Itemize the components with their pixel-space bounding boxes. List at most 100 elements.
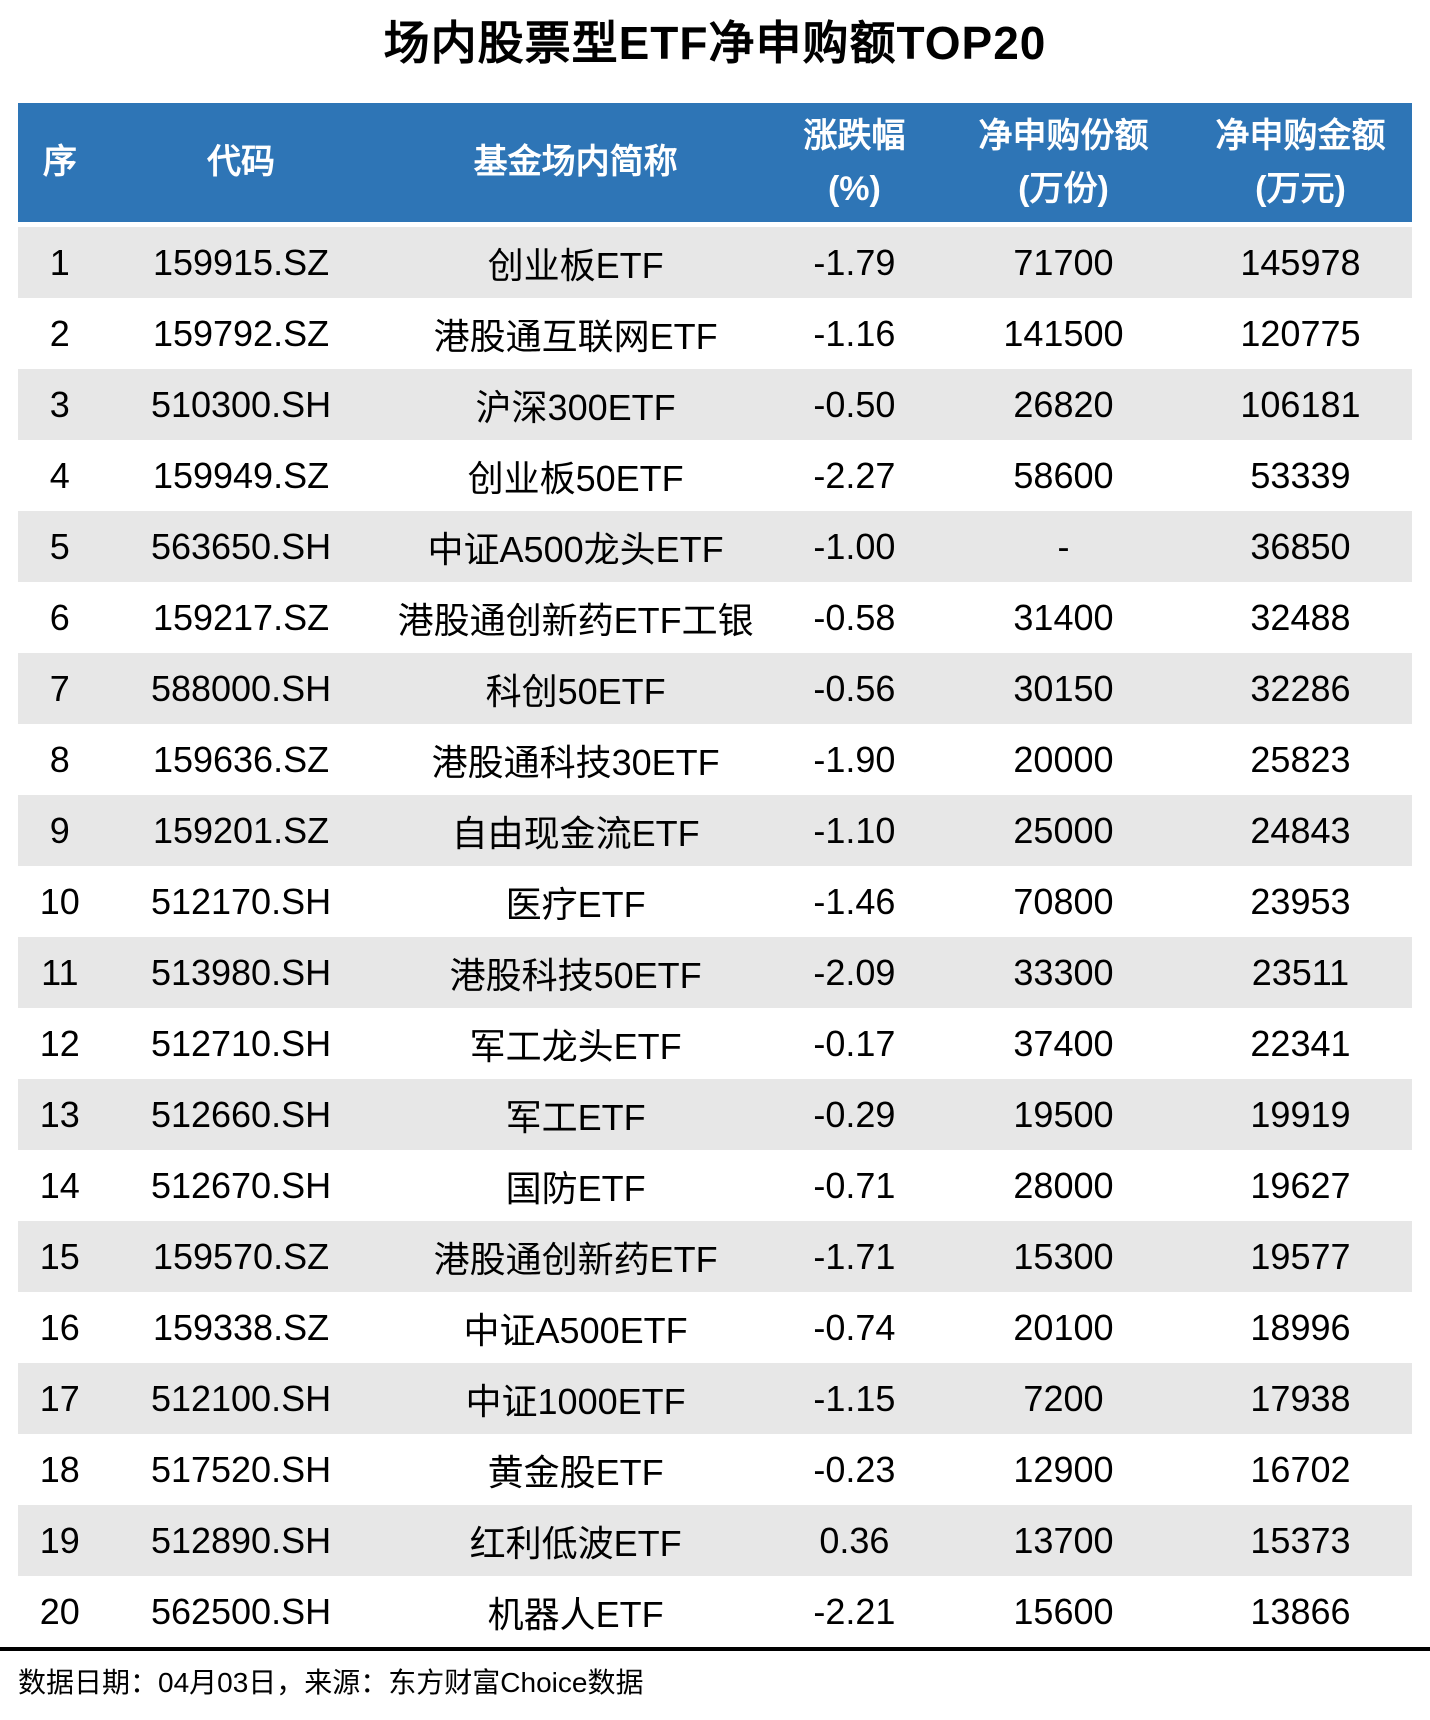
table-cell: 25000 [938,795,1189,866]
table-cell: 32286 [1188,653,1412,724]
table-cell: 12 [18,1008,102,1079]
table-row: 15 159570.SZ 港股通创新药ETF -1.71 15300 19577 [18,1221,1412,1292]
table-cell: 512670.SH [101,1150,381,1221]
etf-net-subscription-table: 序代码 基金场内简称 涨跌幅 (%) 净申购份额 (万份) 净申购金额 (万元) 1 15991… [18,103,1412,1647]
table-row: 1 159915.SZ 创业板ETF -1.79 71700 145978 [18,224,1412,298]
table-cell: 港股通科技30ETF [380,724,771,795]
table-cell: 23953 [1188,866,1412,937]
header-row: 序代码 基金场内简称 涨跌幅 (%) 净申购份额 (万份) 净申购金额 (万元) [18,103,1412,227]
table-cell: 8 [18,724,102,795]
table-cell: -1.00 [770,511,939,582]
table-cell: 9 [18,795,102,866]
table-cell: 26820 [938,369,1189,440]
table-cell: 22341 [1188,1008,1412,1079]
table-cell: 145978 [1188,224,1412,298]
table-cell: -0.17 [770,1008,939,1079]
table-cell: 513980.SH [101,937,381,1008]
table-cell: 159792.SZ [101,298,381,369]
table-cell: 159915.SZ [101,224,381,298]
table-cell: 13700 [938,1505,1189,1576]
table-cell: 563650.SH [101,511,381,582]
table-cell: 创业板50ETF [380,440,771,511]
table-cell: 5 [18,511,102,582]
table-cell: -1.15 [770,1363,939,1434]
table-cell: -1.90 [770,724,939,795]
table-cell: -0.58 [770,582,939,653]
table-cell: 创业板ETF [380,224,771,298]
table-row: 19 512890.SH 红利低波ETF 0.36 13700 15373 [18,1505,1412,1576]
column-header-4: 涨跌幅 (%) [770,103,939,227]
table-cell: -2.09 [770,937,939,1008]
table-cell: 港股通创新药ETF [380,1221,771,1292]
table-row: 20 562500.SH 机器人ETF -2.21 15600 13866 [18,1576,1412,1647]
table-cell: -0.50 [770,369,939,440]
table-cell: 159636.SZ [101,724,381,795]
table-cell: 国防ETF [380,1150,771,1221]
table-cell: 159217.SZ [101,582,381,653]
table-row: 9 159201.SZ 自由现金流ETF -1.10 25000 24843 [18,795,1412,866]
table-cell: 31400 [938,582,1189,653]
table-cell: 17 [18,1363,102,1434]
table-cell: 120775 [1188,298,1412,369]
table-cell: 港股通创新药ETF工银 [380,582,771,653]
table-cell: 159338.SZ [101,1292,381,1363]
table-cell: 军工龙头ETF [380,1008,771,1079]
table-cell: -1.10 [770,795,939,866]
table-cell: -1.16 [770,298,939,369]
table-cell: 159570.SZ [101,1221,381,1292]
table-row: 12 512710.SH 军工龙头ETF -0.17 37400 22341 [18,1008,1412,1079]
table-cell: 沪深300ETF [380,369,771,440]
table-cell: 58600 [938,440,1189,511]
table-cell: 20000 [938,724,1189,795]
table-cell: 24843 [1188,795,1412,866]
table-cell: -1.46 [770,866,939,937]
table-cell: -0.56 [770,653,939,724]
table-cell: 15 [18,1221,102,1292]
table-cell: 71700 [938,224,1189,298]
table-row: 4 159949.SZ 创业板50ETF -2.27 58600 53339 [18,440,1412,511]
table-row: 11 513980.SH 港股科技50ETF -2.09 33300 23511 [18,937,1412,1008]
table-cell: 17938 [1188,1363,1412,1434]
table-row: 16 159338.SZ 中证A500ETF -0.74 20100 18996 [18,1292,1412,1363]
table-row: 3 510300.SH 沪深300ETF -0.50 26820 106181 [18,369,1412,440]
table-cell: -2.21 [770,1576,939,1647]
table-cell: 562500.SH [101,1576,381,1647]
table-cell: 30150 [938,653,1189,724]
table-cell: 19 [18,1505,102,1576]
table-cell: 科创50ETF [380,653,771,724]
footer-divider [0,1647,1430,1651]
table-cell: 510300.SH [101,369,381,440]
table-cell: -0.71 [770,1150,939,1221]
table-cell: - [938,511,1189,582]
table-cell: 13 [18,1079,102,1150]
table-cell: 自由现金流ETF [380,795,771,866]
table-cell: 70800 [938,866,1189,937]
table-cell: 15600 [938,1576,1189,1647]
table-cell: 159201.SZ [101,795,381,866]
table-cell: 14 [18,1150,102,1221]
table-cell: 512890.SH [101,1505,381,1576]
table-row: 5 563650.SH 中证A500龙头ETF -1.00-36850 [18,511,1412,582]
column-header-3: 基金场内简称 [380,103,771,227]
data-source-note: 数据日期：04月03日，来源：东方财富Choice数据 [18,1667,644,1698]
table-row: 7 588000.SH 科创50ETF -0.56 30150 32286 [18,653,1412,724]
table-row: 18 517520.SH 黄金股ETF -0.23 12900 16702 [18,1434,1412,1505]
table-cell: 10 [18,866,102,937]
table-cell: 16702 [1188,1434,1412,1505]
table-cell: 25823 [1188,724,1412,795]
table-cell: 512660.SH [101,1079,381,1150]
column-header-6: 净申购金额 (万元) [1188,103,1412,227]
table-cell: 18 [18,1434,102,1505]
table-cell: 33300 [938,937,1189,1008]
table-cell: 11 [18,937,102,1008]
table-cell: 13866 [1188,1576,1412,1647]
table-cell: 19500 [938,1079,1189,1150]
table-cell: 0.36 [770,1505,939,1576]
table-cell: 28000 [938,1150,1189,1221]
table-cell: 7200 [938,1363,1189,1434]
table-cell: 32488 [1188,582,1412,653]
table-cell: 512170.SH [101,866,381,937]
column-header-2: 代码 [101,103,381,227]
table-cell: 3 [18,369,102,440]
table-cell: 19577 [1188,1221,1412,1292]
